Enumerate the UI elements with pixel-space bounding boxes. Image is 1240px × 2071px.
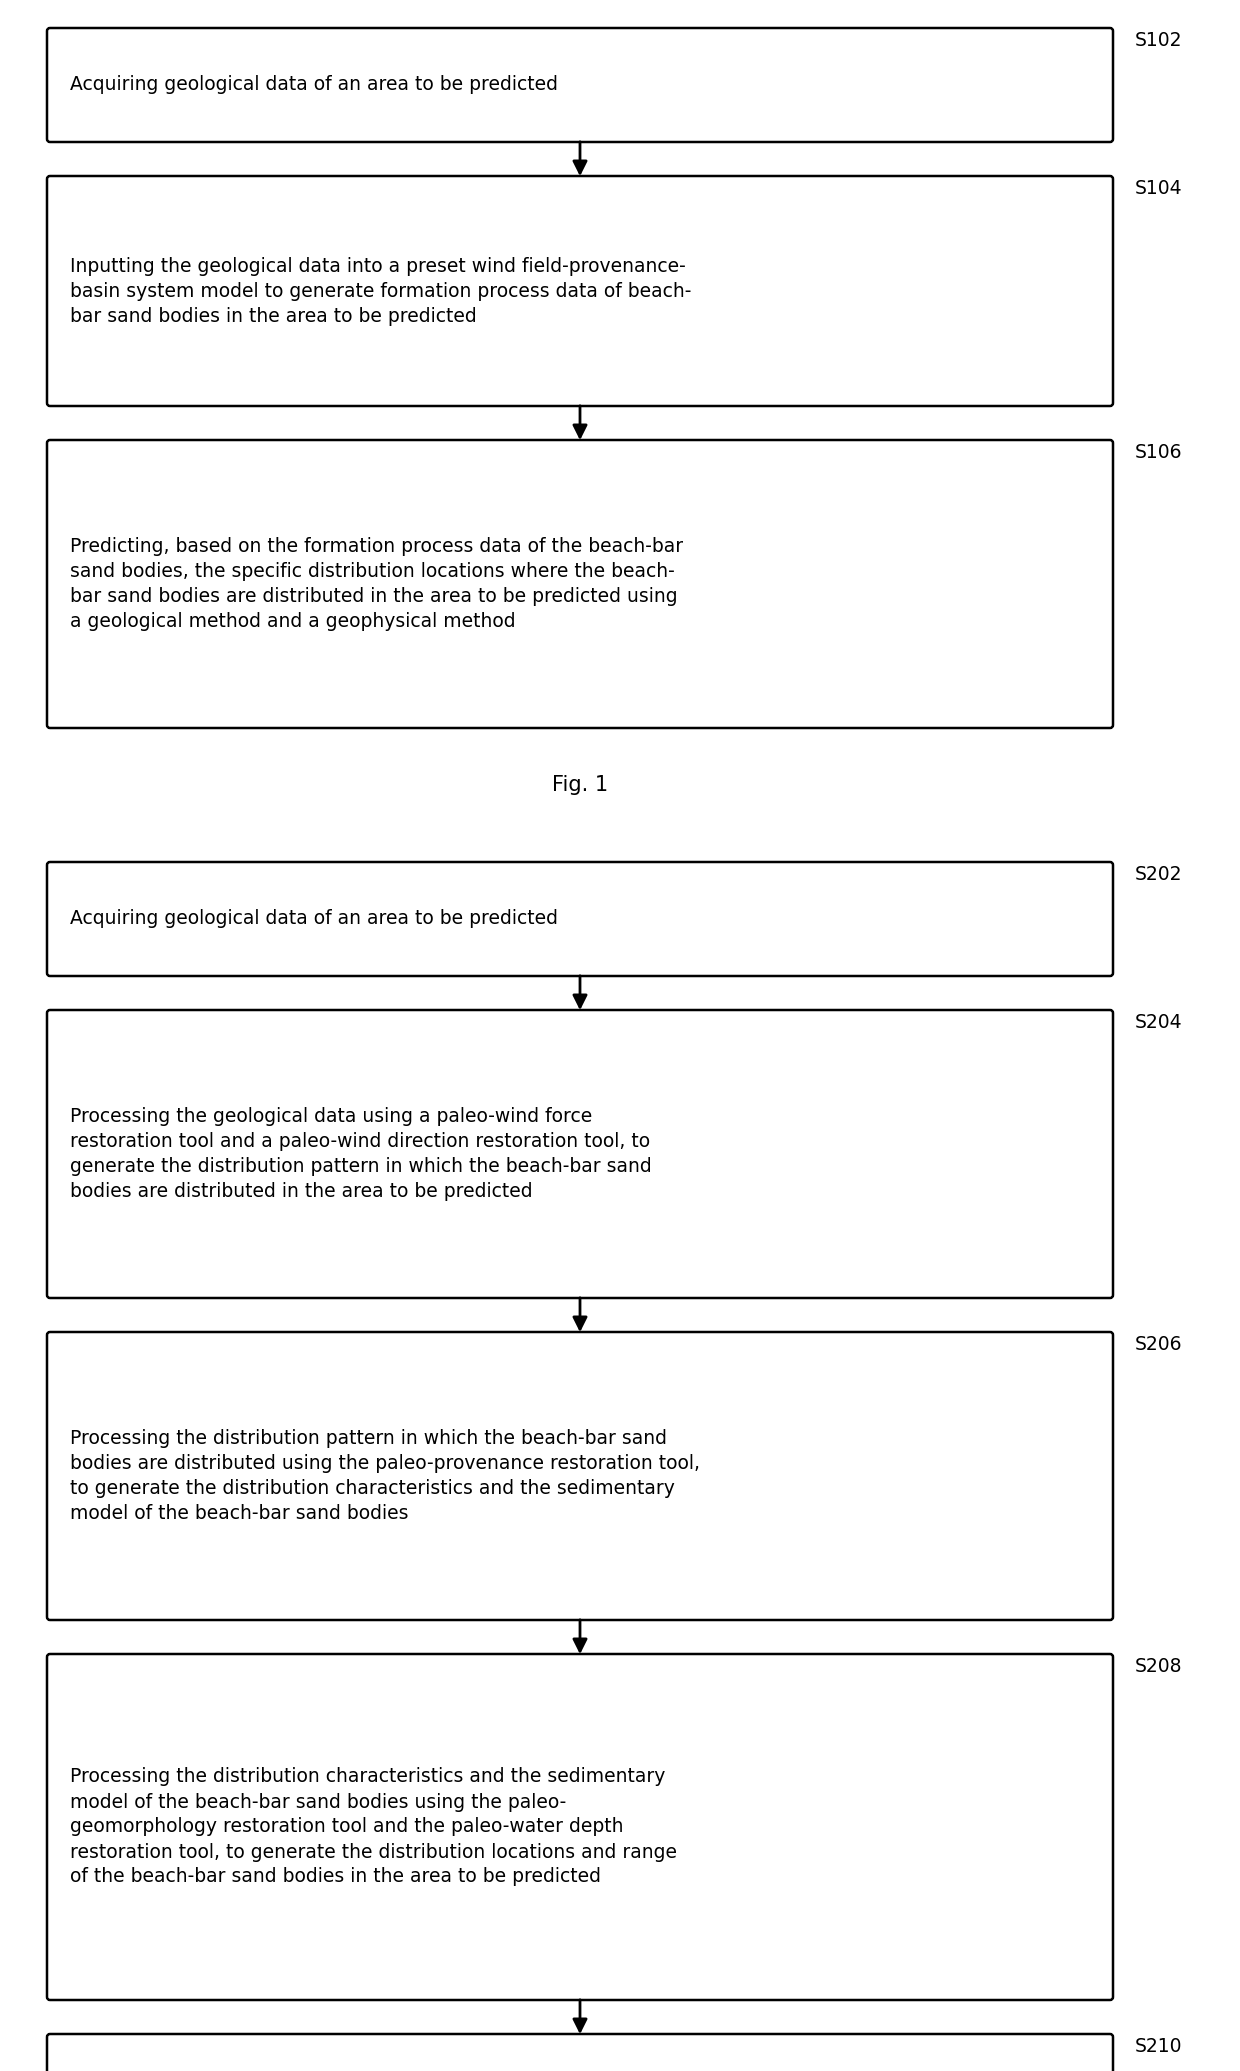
FancyBboxPatch shape: [47, 1332, 1114, 1620]
Text: Acquiring geological data of an area to be predicted: Acquiring geological data of an area to …: [69, 75, 558, 95]
Text: S202: S202: [1135, 866, 1183, 884]
FancyBboxPatch shape: [47, 439, 1114, 729]
Text: S206: S206: [1135, 1336, 1183, 1354]
FancyBboxPatch shape: [47, 2034, 1114, 2071]
Text: S106: S106: [1135, 443, 1183, 462]
Text: Inputting the geological data into a preset wind field-provenance-
basin system : Inputting the geological data into a pre…: [69, 257, 692, 325]
Text: S204: S204: [1135, 1013, 1183, 1031]
Text: S210: S210: [1135, 2038, 1183, 2057]
Text: Acquiring geological data of an area to be predicted: Acquiring geological data of an area to …: [69, 909, 558, 928]
FancyBboxPatch shape: [47, 29, 1114, 143]
FancyBboxPatch shape: [47, 1011, 1114, 1299]
FancyBboxPatch shape: [47, 1655, 1114, 2001]
Text: Processing the distribution characteristics and the sedimentary
model of the bea: Processing the distribution characterist…: [69, 1767, 677, 1887]
Text: S104: S104: [1135, 178, 1183, 199]
Text: S208: S208: [1135, 1657, 1183, 1675]
FancyBboxPatch shape: [47, 862, 1114, 975]
Text: Fig. 1: Fig. 1: [552, 775, 608, 795]
Text: Processing the distribution pattern in which the beach-bar sand
bodies are distr: Processing the distribution pattern in w…: [69, 1429, 701, 1522]
Text: S102: S102: [1135, 31, 1183, 50]
FancyBboxPatch shape: [47, 176, 1114, 406]
Text: Processing the geological data using a paleo-wind force
restoration tool and a p: Processing the geological data using a p…: [69, 1108, 652, 1201]
Text: Predicting, based on the formation process data of the beach-bar
sand bodies, th: Predicting, based on the formation proce…: [69, 536, 683, 632]
